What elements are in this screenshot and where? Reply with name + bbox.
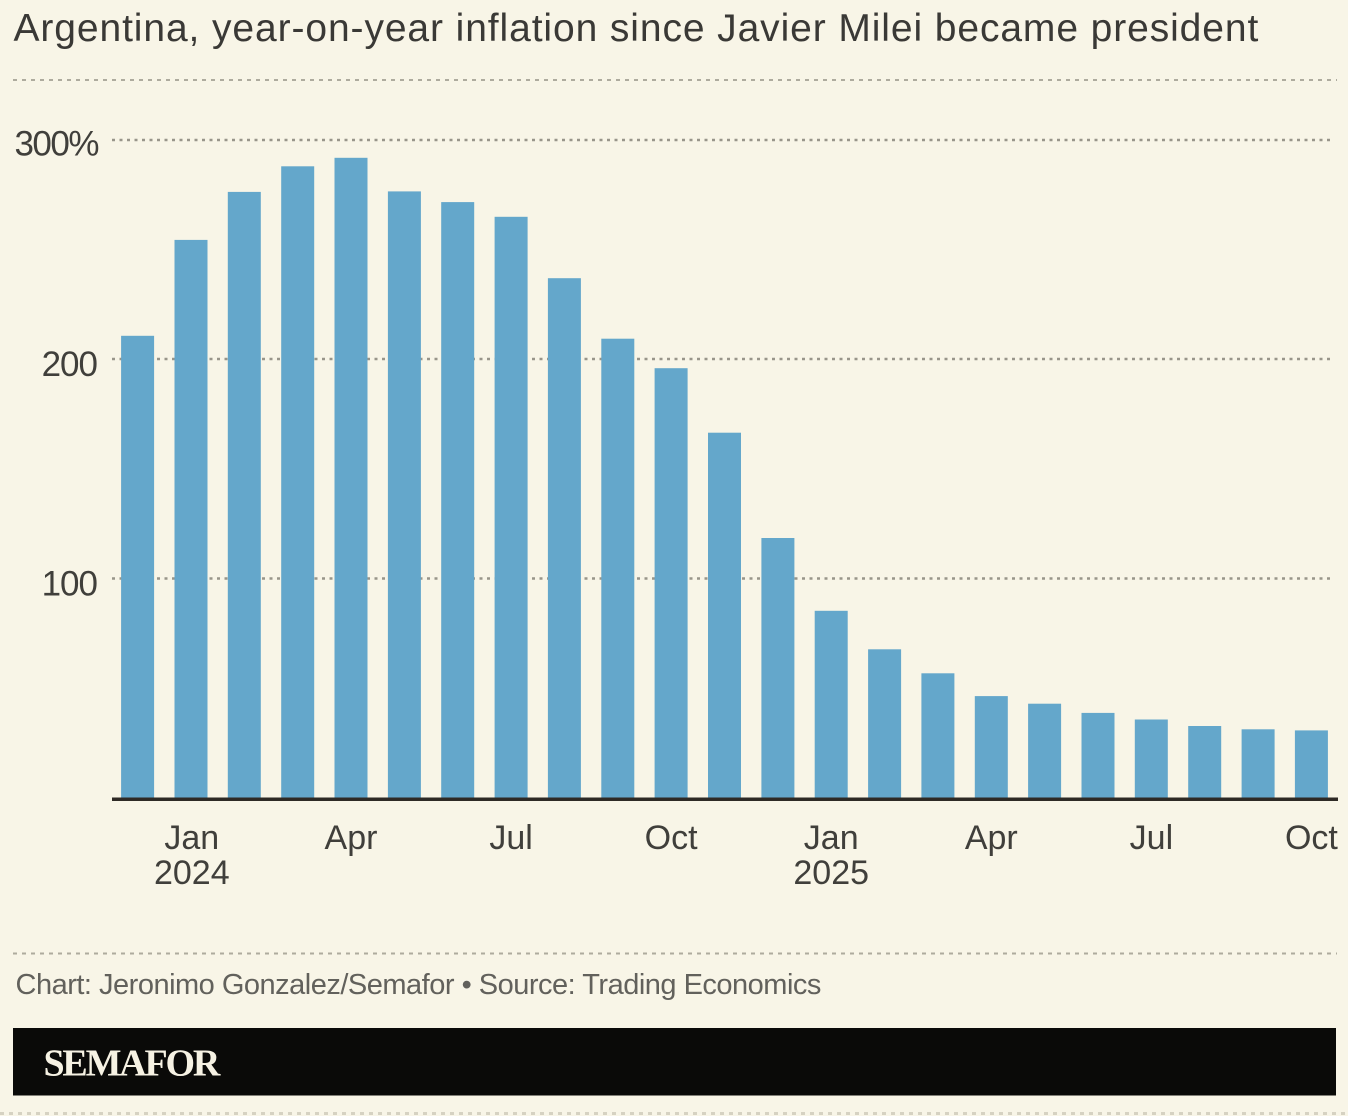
svg-text:Jan: Jan (164, 819, 219, 857)
svg-text:2024: 2024 (154, 854, 230, 892)
svg-text:Apr: Apr (325, 819, 378, 857)
svg-text:300%: 300% (14, 125, 98, 164)
svg-text:SEMAFOR: SEMAFOR (44, 1043, 221, 1085)
svg-text:Jul: Jul (489, 819, 532, 857)
svg-text:100: 100 (42, 565, 98, 604)
svg-text:Apr: Apr (965, 819, 1018, 857)
svg-text:Oct: Oct (1285, 819, 1338, 857)
svg-text:Jul: Jul (1130, 819, 1173, 857)
svg-text:Oct: Oct (645, 819, 698, 857)
svg-text:Jan: Jan (804, 819, 859, 857)
svg-text:200: 200 (42, 345, 98, 384)
svg-text:Chart: Jeronimo Gonzalez/Semaf: Chart: Jeronimo Gonzalez/Semafor • Sourc… (16, 969, 821, 1001)
svg-text:Argentina, year-on-year inflat: Argentina, year-on-year inflation since … (14, 7, 1260, 50)
svg-text:2025: 2025 (793, 854, 869, 892)
